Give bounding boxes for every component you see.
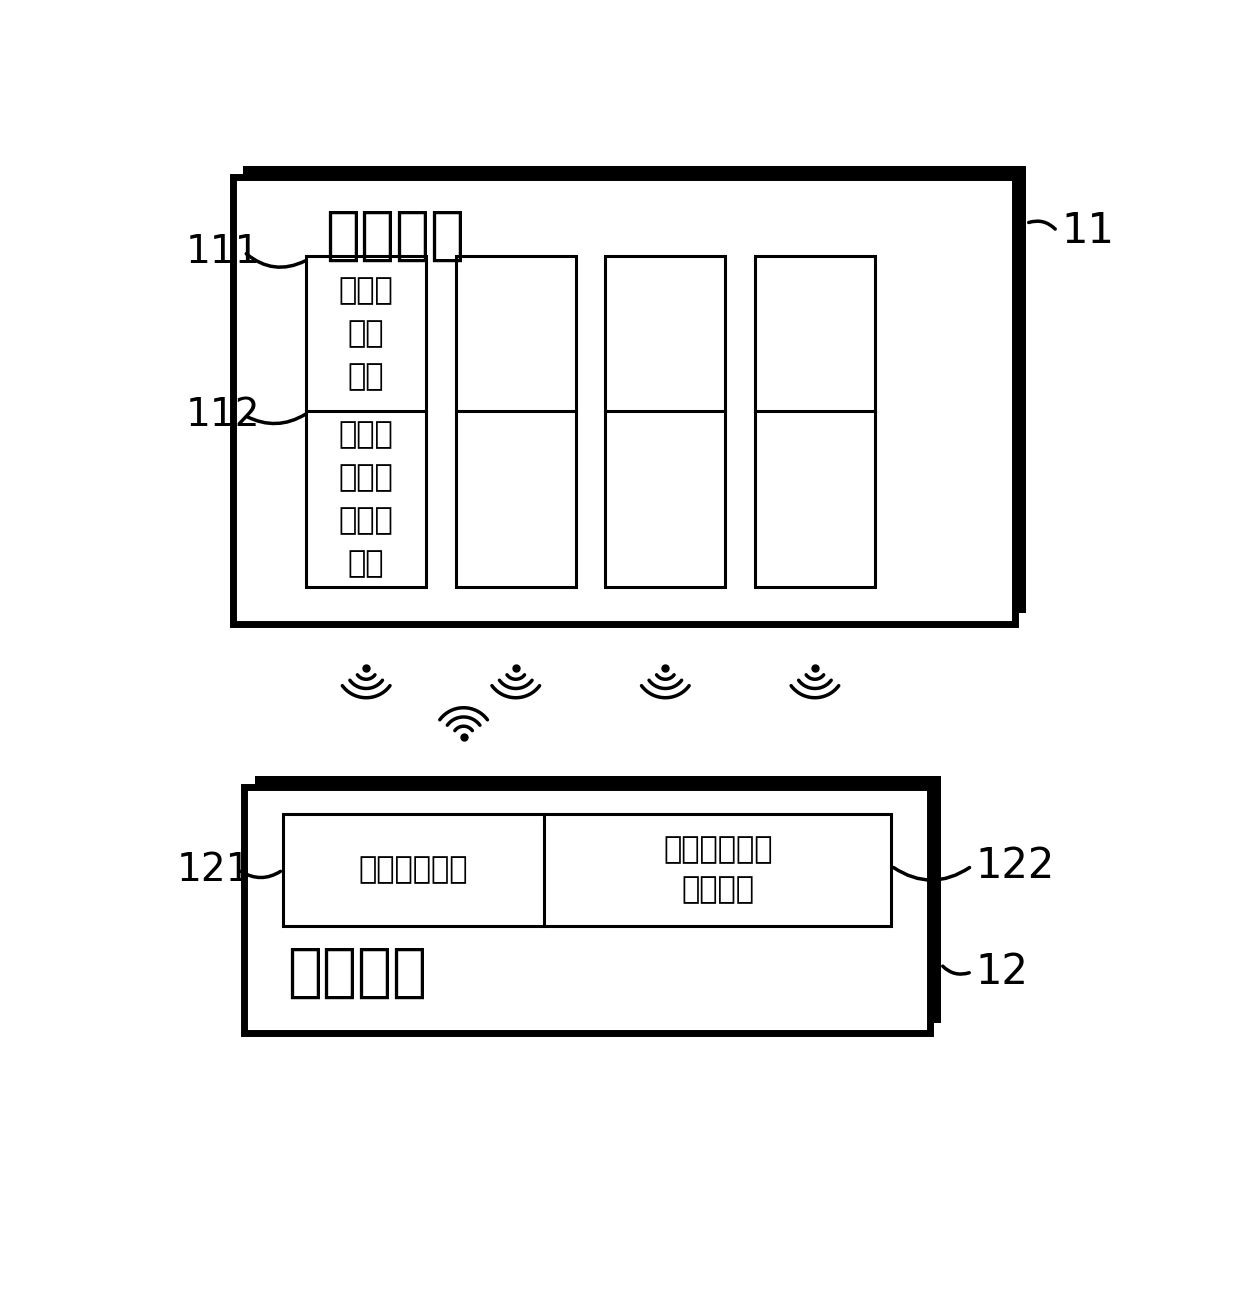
Text: 121: 121 <box>176 851 252 888</box>
Text: 车载模块: 车载模块 <box>286 943 427 1000</box>
Polygon shape <box>244 787 930 1034</box>
Text: 车载无线信息
收发单元: 车载无线信息 收发单元 <box>663 835 773 904</box>
Polygon shape <box>456 256 575 586</box>
Polygon shape <box>306 256 427 586</box>
Polygon shape <box>233 178 1016 624</box>
Polygon shape <box>255 777 941 1022</box>
Text: 车辆控制单元: 车辆控制单元 <box>358 855 469 885</box>
Text: 111: 111 <box>186 233 260 271</box>
Polygon shape <box>605 256 725 586</box>
Polygon shape <box>283 815 892 926</box>
Text: 12: 12 <box>976 951 1029 992</box>
Polygon shape <box>243 166 1025 613</box>
Text: 122: 122 <box>976 844 1055 887</box>
Text: 锚节点
控制
单元: 锚节点 控制 单元 <box>339 276 393 390</box>
Text: 定位模块: 定位模块 <box>325 206 465 263</box>
Text: 112: 112 <box>186 396 260 434</box>
Polygon shape <box>755 256 875 586</box>
Text: 11: 11 <box>1061 210 1114 252</box>
Text: 锚节点
无线信
息收发
单元: 锚节点 无线信 息收发 单元 <box>339 420 393 577</box>
